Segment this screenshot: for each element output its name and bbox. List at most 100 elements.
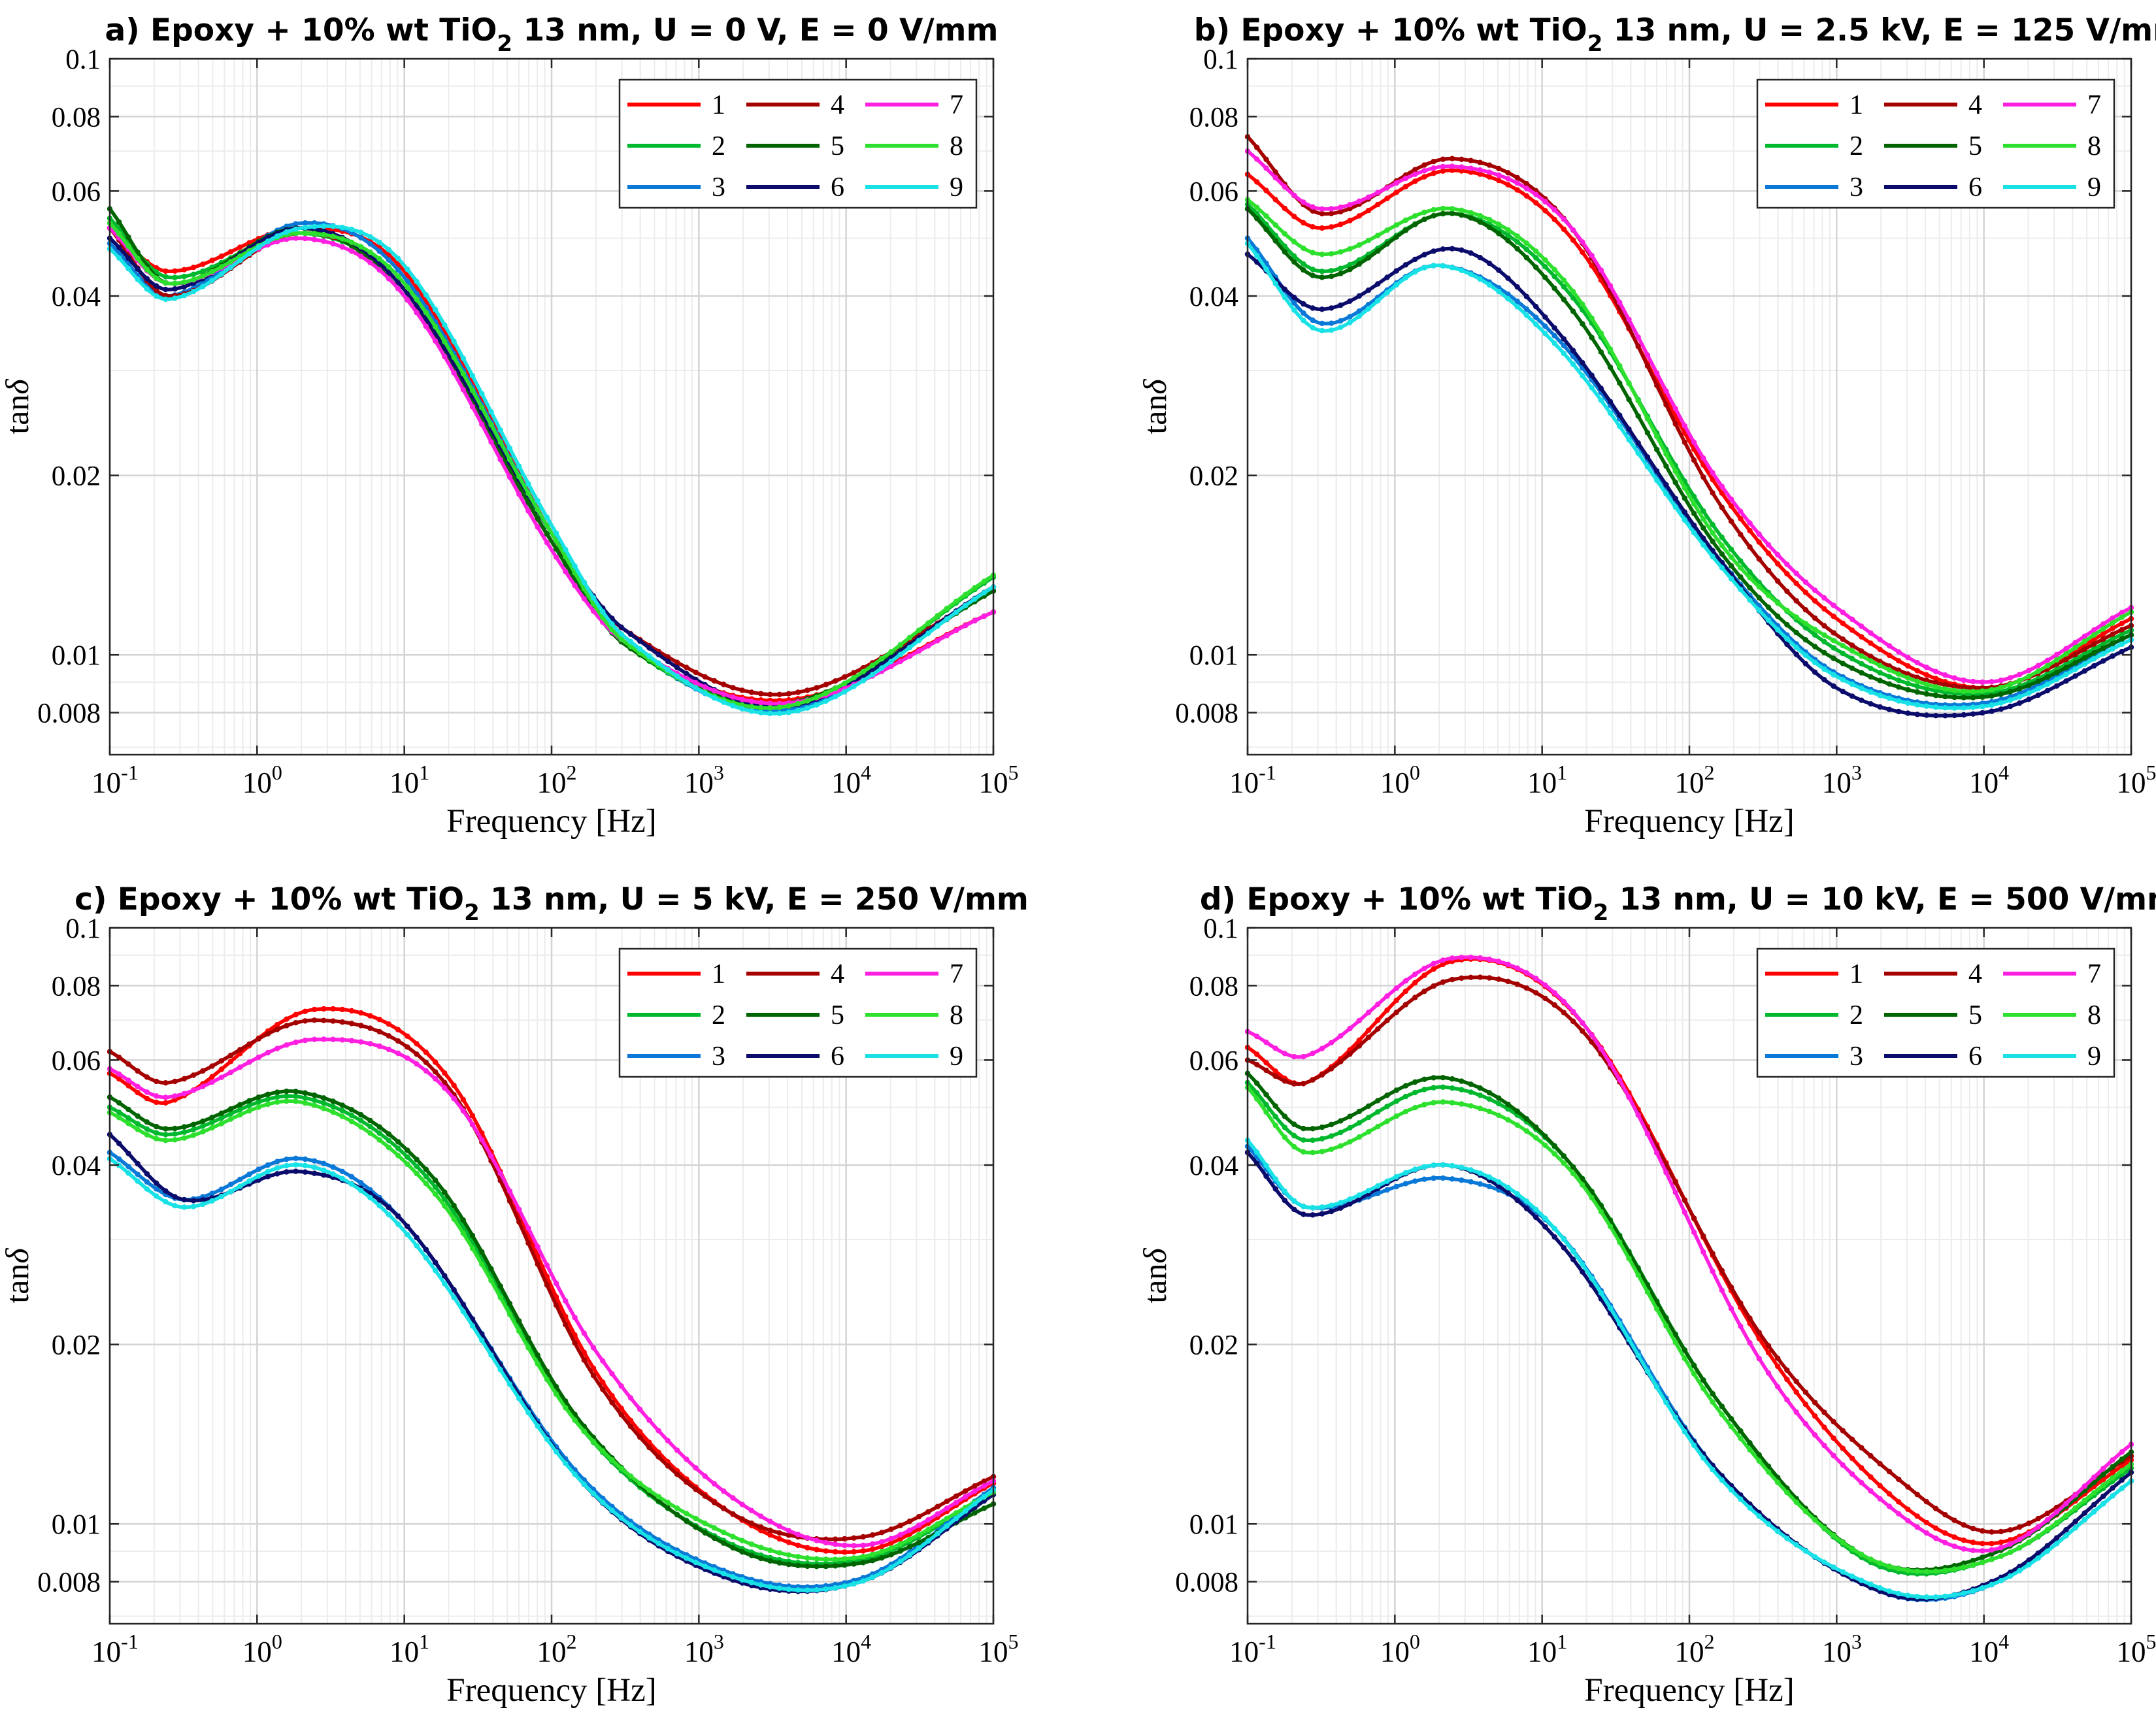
data-point [1514,187,1520,193]
data-point [414,1234,420,1241]
data-point [1756,539,1762,545]
data-point [1523,181,1530,187]
data-point [1542,1215,1548,1221]
data-point [1402,1083,1409,1089]
data-point [1272,280,1278,287]
data-point [1728,576,1734,582]
data-point [1970,1558,1976,1564]
data-point [1775,1528,1781,1534]
data-point [451,1096,457,1102]
data-point [814,685,820,691]
data-point [2026,1521,2032,1526]
data-point [1384,1093,1390,1098]
data-point [702,1521,708,1526]
data-point [1328,268,1335,274]
data-point [581,1357,587,1363]
data-point [200,273,206,279]
data-point [1821,638,1827,645]
legend-label-5: 5 [1968,1000,1982,1030]
series-8 [1244,197,2134,695]
data-point [786,1528,792,1534]
data-point [432,1076,439,1082]
data-point [1849,1455,1855,1462]
data-point [451,1294,457,1300]
data-point [284,1042,290,1048]
data-point [423,323,429,329]
data-point [1468,1103,1474,1109]
data-point [1254,259,1260,265]
legend-label-1: 1 [712,959,725,989]
data-point [674,1512,680,1518]
data-point [1961,684,1966,691]
data-point [218,1121,224,1127]
data-point [1505,232,1511,238]
data-point [2110,636,2115,642]
data-point [200,1201,206,1208]
data-point [1840,609,1846,616]
data-point [1793,629,1799,636]
data-point [1896,677,1902,683]
data-point [1849,693,1855,699]
data-point [1840,650,1846,657]
data-point [218,1186,224,1192]
data-point [367,1025,373,1031]
data-point [525,1345,531,1351]
data-point [2026,697,2032,702]
data-point [1738,1436,1744,1441]
data-point [1951,1592,1957,1598]
data-point [172,1203,178,1209]
data-point [1263,266,1269,272]
data-point [330,1171,336,1177]
data-point [1589,252,1595,259]
legend-label-1: 1 [1849,959,1863,989]
y-tick-label: 0.08 [1189,971,1238,1002]
data-point [246,251,252,257]
data-point [535,506,540,513]
data-point [172,274,178,280]
chart-title: c) Epoxy + 10% wt TiO2 13 nm, U = 5 kV, … [75,881,1029,926]
data-point [1886,1564,1893,1570]
data-point [1347,1196,1353,1202]
data-point [776,1585,782,1591]
data-point [154,1123,159,1130]
data-point [1859,685,1865,691]
data-point [227,1111,234,1117]
data-point [376,267,382,273]
data-point [2072,660,2078,666]
series-group [107,1006,997,1594]
data-point [1970,1547,1976,1553]
data-point [2081,668,2087,674]
data-point [1459,975,1465,981]
data-point [535,1352,540,1358]
data-point [293,1162,299,1168]
data-point [405,266,410,272]
data-point [1347,298,1353,304]
data-point [1338,205,1344,210]
data-point [358,1010,364,1016]
x-tick-label: 104 [1969,1630,2009,1668]
data-point [405,290,410,297]
data-point [405,297,410,303]
data-point [2053,1509,2060,1515]
data-point [1998,685,2004,691]
data-point [609,621,615,627]
data-point [1663,402,1669,408]
data-point [879,1570,885,1576]
data-point [1691,1371,1697,1377]
data-point [897,1558,903,1564]
data-point [1821,632,1827,638]
data-point [2081,1483,2087,1489]
data-point [1905,1484,1911,1490]
data-point [1710,1268,1716,1274]
data-point [1784,621,1790,628]
data-point [906,653,913,659]
data-point [200,1068,206,1074]
chart-title: d) Epoxy + 10% wt TiO2 13 nm, U = 10 kV,… [1200,881,2156,926]
data-point [1951,687,1957,693]
data-point [1486,1174,1493,1180]
data-point [1635,440,1641,446]
data-point [1319,210,1325,217]
data-point [488,439,494,445]
y-tick-label: 0.01 [1189,640,1238,671]
data-point [460,1096,466,1103]
